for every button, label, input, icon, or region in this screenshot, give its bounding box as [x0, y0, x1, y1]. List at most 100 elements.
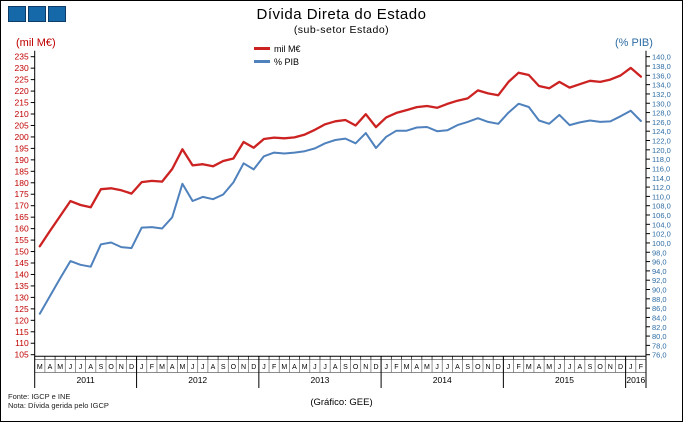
svg-text:J: J: [384, 364, 388, 371]
svg-text:S: S: [221, 364, 226, 371]
svg-text:190: 190: [15, 155, 29, 165]
svg-text:102,0: 102,0: [652, 230, 671, 239]
svg-text:230: 230: [15, 63, 29, 73]
svg-text:138,0: 138,0: [652, 62, 671, 71]
svg-text:J: J: [191, 364, 195, 371]
svg-text:2012: 2012: [188, 375, 207, 385]
legend-label: mil M€: [274, 43, 301, 54]
svg-text:A: A: [333, 364, 338, 371]
svg-text:M: M: [37, 364, 43, 371]
svg-text:N: N: [363, 364, 368, 371]
svg-text:A: A: [48, 364, 53, 371]
svg-text:145: 145: [15, 258, 29, 268]
svg-text:O: O: [231, 364, 237, 371]
svg-text:D: D: [373, 364, 378, 371]
svg-text:115: 115: [15, 327, 29, 337]
svg-text:D: D: [251, 364, 256, 371]
svg-text:2016: 2016: [626, 375, 645, 385]
right-axis-unit-label: (% PIB): [615, 37, 653, 49]
svg-text:2014: 2014: [433, 375, 452, 385]
svg-text:M: M: [302, 364, 308, 371]
svg-text:S: S: [465, 364, 470, 371]
svg-text:92,0: 92,0: [652, 276, 667, 285]
svg-text:D: D: [618, 364, 623, 371]
svg-text:J: J: [262, 364, 266, 371]
svg-text:M: M: [281, 364, 287, 371]
footer-notes: Fonte: IGCP e INE Nota: Dívida gerida pe…: [8, 392, 109, 410]
svg-text:165: 165: [15, 212, 29, 222]
svg-text:220: 220: [15, 86, 29, 96]
svg-text:J: J: [201, 364, 205, 371]
svg-text:76,0: 76,0: [652, 351, 667, 360]
svg-text:195: 195: [15, 143, 29, 153]
svg-text:N: N: [241, 364, 246, 371]
svg-text:116,0: 116,0: [652, 164, 670, 173]
svg-text:O: O: [475, 364, 481, 371]
svg-text:125: 125: [15, 304, 29, 314]
svg-text:82,0: 82,0: [652, 323, 667, 332]
svg-text:O: O: [108, 364, 114, 371]
svg-text:80,0: 80,0: [652, 332, 667, 341]
svg-text:175: 175: [15, 189, 29, 199]
svg-text:114,0: 114,0: [652, 174, 670, 183]
svg-text:J: J: [435, 364, 439, 371]
svg-text:N: N: [608, 364, 613, 371]
svg-text:M: M: [404, 364, 410, 371]
svg-text:J: J: [79, 364, 83, 371]
page-title: Dívida Direta do Estado: [256, 6, 427, 23]
svg-text:108,0: 108,0: [652, 202, 671, 211]
svg-text:N: N: [486, 364, 491, 371]
svg-text:130: 130: [15, 292, 29, 302]
legend-blue-line-swatch: [254, 60, 270, 63]
logo-square-icon: [28, 6, 46, 22]
svg-text:135: 135: [15, 281, 29, 291]
svg-text:F: F: [394, 364, 398, 371]
svg-text:F: F: [639, 364, 643, 371]
svg-text:M: M: [57, 364, 63, 371]
svg-text:112,0: 112,0: [652, 183, 670, 192]
svg-text:130,0: 130,0: [652, 99, 671, 108]
svg-text:J: J: [323, 364, 327, 371]
svg-text:105: 105: [15, 350, 29, 360]
svg-text:A: A: [88, 364, 93, 371]
svg-text:84,0: 84,0: [652, 313, 667, 322]
legend-item-pib: % PIB: [254, 55, 301, 68]
svg-text:78,0: 78,0: [652, 341, 667, 350]
svg-text:M: M: [159, 364, 165, 371]
svg-text:100,0: 100,0: [652, 239, 671, 248]
svg-text:S: S: [99, 364, 104, 371]
svg-text:134,0: 134,0: [652, 81, 671, 90]
svg-text:2013: 2013: [311, 375, 330, 385]
svg-text:128,0: 128,0: [652, 109, 671, 118]
logo: [8, 6, 66, 22]
svg-text:160: 160: [15, 224, 29, 234]
svg-text:F: F: [150, 364, 154, 371]
credit-note: (Gráfico: GEE): [310, 397, 373, 408]
svg-text:A: A: [414, 364, 419, 371]
svg-text:185: 185: [15, 166, 29, 176]
svg-text:D: D: [496, 364, 501, 371]
svg-text:96,0: 96,0: [652, 258, 667, 267]
logo-square-icon: [8, 6, 26, 22]
year-axis: 2011 2012 2013 2014 2015 2016: [34, 356, 647, 388]
svg-text:225: 225: [15, 75, 29, 85]
svg-text:200: 200: [15, 132, 29, 142]
legend-label: % PIB: [274, 56, 300, 67]
svg-text:F: F: [272, 364, 276, 371]
svg-text:110,0: 110,0: [652, 192, 670, 201]
svg-text:A: A: [211, 364, 216, 371]
page-subtitle: (sub-setor Estado): [293, 24, 390, 36]
left-axis-unit-label: (mil M€): [16, 37, 56, 49]
svg-text:S: S: [343, 364, 348, 371]
svg-text:150: 150: [15, 247, 29, 257]
svg-text:132,0: 132,0: [652, 90, 671, 99]
svg-text:170: 170: [15, 201, 29, 211]
svg-text:S: S: [588, 364, 593, 371]
svg-text:180: 180: [15, 178, 29, 188]
legend-item-mil-eur: mil M€: [254, 42, 301, 55]
data-note: Nota: Dívida gerida pelo IGCP: [8, 401, 109, 410]
svg-text:126,0: 126,0: [652, 118, 671, 127]
series-line-mil-eur: [38, 66, 643, 248]
